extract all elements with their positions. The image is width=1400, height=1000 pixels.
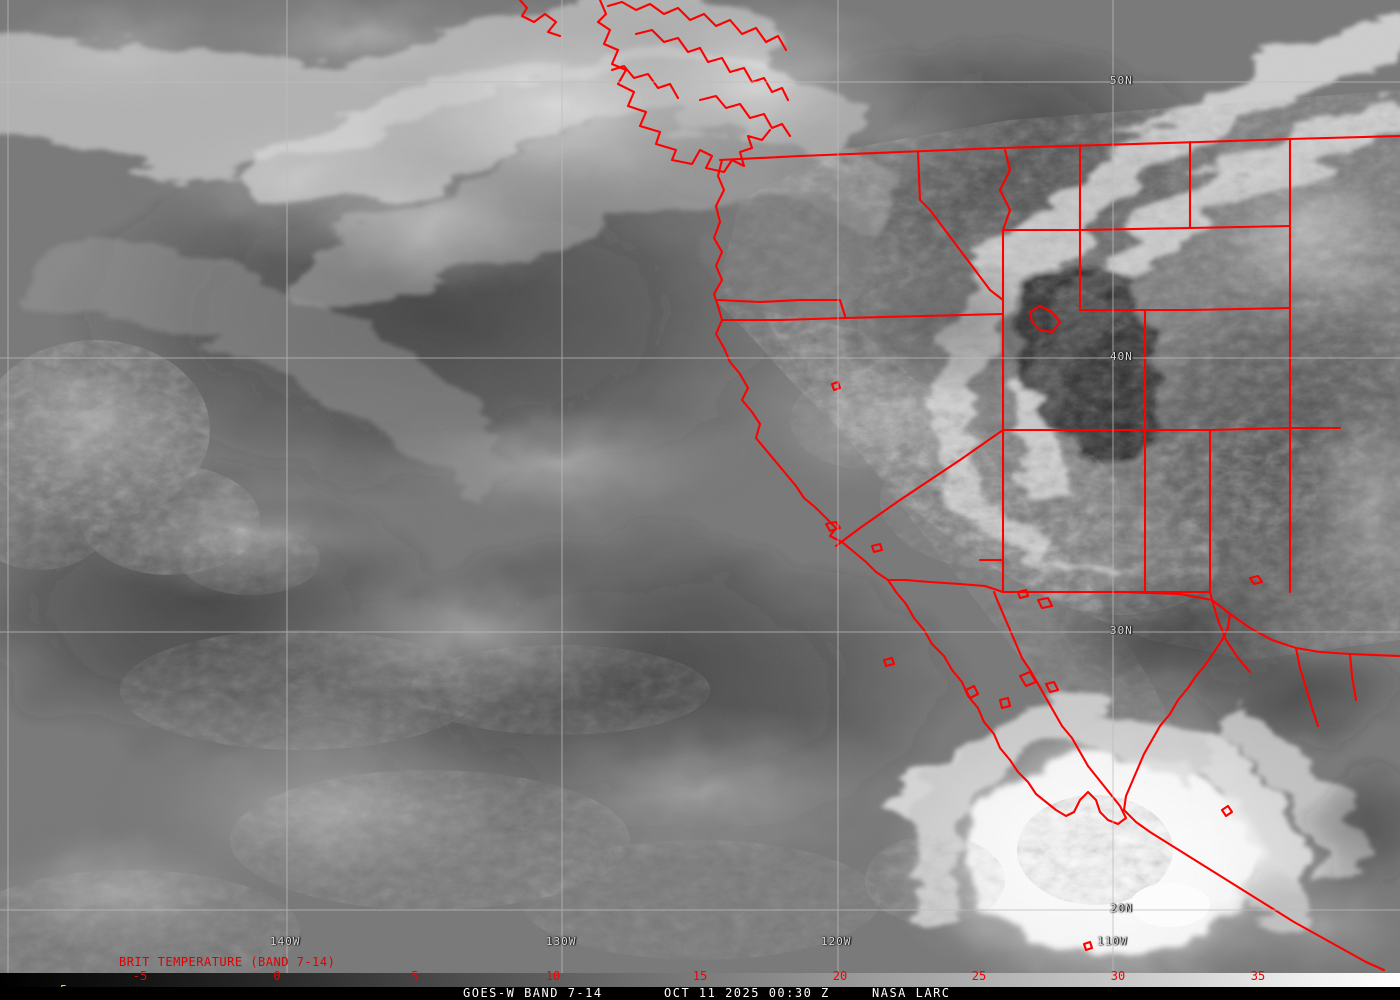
colorbar-tick-35: 35 bbox=[1250, 969, 1266, 983]
colorbar-tick-0: 0 bbox=[273, 969, 281, 983]
footer-credit: NASA LARC bbox=[872, 986, 951, 1000]
footer-timestamp: OCT 11 2025 00:30 Z bbox=[664, 986, 830, 1000]
colorbar-tick-neg5: -5 bbox=[132, 969, 148, 983]
footer-band-label: GOES-W BAND 7-14 bbox=[463, 986, 603, 1000]
colorbar-tick-30: 30 bbox=[1110, 969, 1126, 983]
brightness-temperature-title: BRIT TEMPERATURE (BAND 7-14) bbox=[119, 955, 336, 969]
lon-label-110w: 110W bbox=[1097, 935, 1128, 948]
colorbar-tick-20: 20 bbox=[832, 969, 848, 983]
lon-label-130w: 130W bbox=[546, 935, 577, 948]
colorbar-gradient bbox=[0, 973, 1400, 987]
lat-lon-gridlines bbox=[0, 0, 1400, 973]
colorbar-tick-10: 10 bbox=[545, 969, 561, 983]
lon-label-140w: 140W bbox=[270, 935, 301, 948]
colorbar-tick-25: 25 bbox=[971, 969, 987, 983]
lat-label-30n: 30N bbox=[1110, 624, 1133, 637]
lat-label-20n: 20N bbox=[1110, 902, 1133, 915]
lat-label-50n: 50N bbox=[1110, 74, 1133, 87]
footer-bar: GOES-W BAND 7-14 OCT 11 2025 00:30 Z NAS… bbox=[0, 986, 1400, 1000]
satellite-raster bbox=[0, 0, 1400, 973]
satellite-imagery-canvas: 50N 40N 30N 20N 140W 130W 120W 110W BRIT… bbox=[0, 0, 1400, 973]
lat-label-40n: 40N bbox=[1110, 350, 1133, 363]
colorbar-tick-15: 15 bbox=[692, 969, 708, 983]
colorbar-tick-5: 5 bbox=[411, 969, 419, 983]
lon-label-120w: 120W bbox=[821, 935, 852, 948]
